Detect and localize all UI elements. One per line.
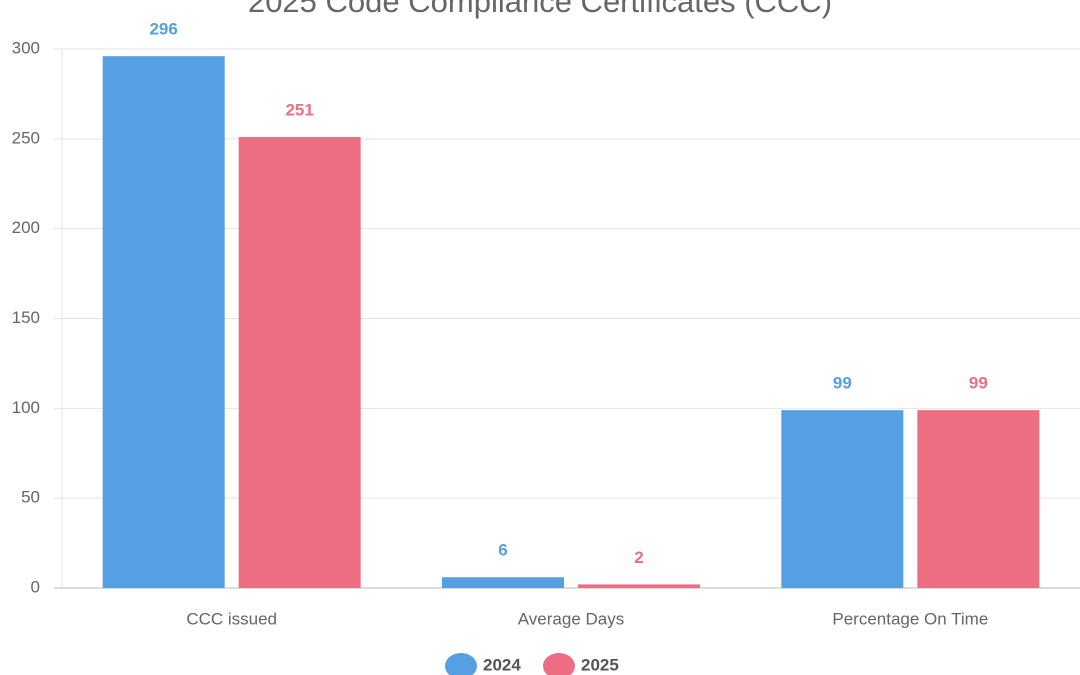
legend-marker: [445, 653, 477, 675]
bar: [578, 584, 700, 588]
x-tick-label: Percentage On Time: [832, 609, 988, 628]
value-label: 2: [634, 548, 643, 567]
y-tick-label: 100: [12, 398, 40, 417]
legend-label: 2025: [581, 655, 619, 674]
bar: [917, 410, 1040, 588]
bar: [102, 56, 225, 589]
value-label: 296: [149, 20, 177, 39]
value-label: 251: [285, 101, 313, 120]
y-tick-label: 50: [21, 488, 40, 507]
chart-title: 2025 Code Compliance Certificates (CCC): [248, 0, 832, 19]
y-tick-label: 200: [12, 218, 40, 237]
value-label: 6: [498, 541, 507, 560]
x-tick-label: CCC issued: [186, 609, 277, 628]
value-label: 99: [969, 374, 988, 393]
y-tick-label: 150: [12, 308, 40, 327]
y-tick-label: 250: [12, 128, 40, 147]
value-label: 99: [833, 374, 852, 393]
legend-marker: [543, 653, 575, 675]
legend-label: 2024: [483, 655, 521, 674]
x-tick-label: Average Days: [518, 609, 624, 628]
bar: [781, 410, 904, 588]
bar: [442, 577, 564, 588]
bar: [238, 137, 361, 588]
y-tick-label: 300: [12, 38, 40, 57]
y-tick-label: 0: [31, 577, 40, 596]
